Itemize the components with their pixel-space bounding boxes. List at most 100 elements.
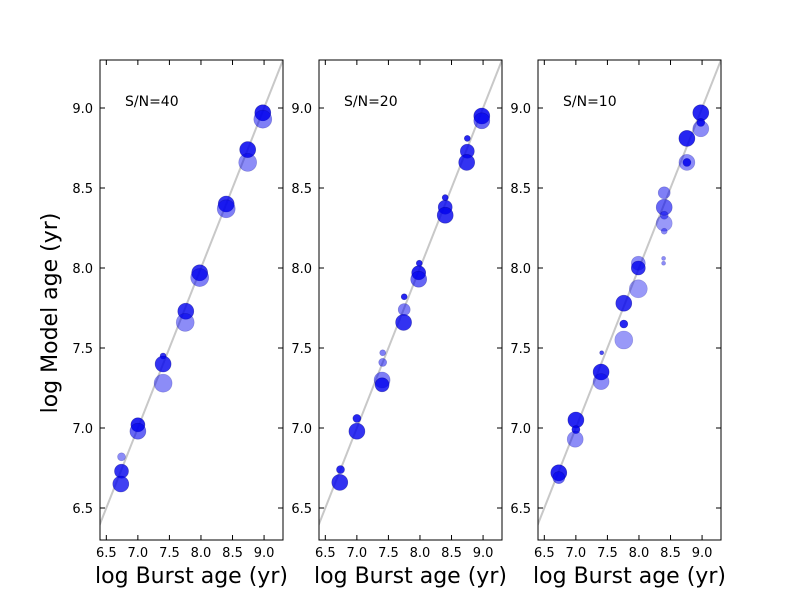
- data-point: [692, 120, 710, 138]
- y-tick-label: 8.5: [72, 182, 93, 197]
- x-tick-label: 6.5: [534, 546, 555, 561]
- data-point: [336, 465, 345, 474]
- x-axis-label: log Burst age (yr): [314, 564, 507, 589]
- data-point: [177, 302, 195, 320]
- y-tick-label: 8.5: [510, 182, 531, 197]
- data-point: [552, 471, 566, 484]
- x-tick-label: 8.5: [441, 546, 462, 561]
- x-tick-label: 6.5: [315, 546, 336, 561]
- data-point: [571, 425, 581, 434]
- panel-1: 6.5 7.0 7.5 8.0 8.5 9.0 6.5 7.0 7.5 8.0 8.5 9.0 S/N=…: [72, 59, 288, 589]
- data-point: [352, 414, 362, 423]
- x-axis-label: log Burst age (yr): [95, 564, 288, 589]
- data-point: [348, 422, 366, 440]
- data-point: [216, 199, 236, 219]
- x-tick-label: 8.5: [660, 546, 681, 561]
- data-point: [614, 330, 634, 350]
- x-tick-label: 7.0: [347, 546, 368, 561]
- data-point: [331, 474, 349, 491]
- data-point: [661, 260, 666, 266]
- data-point: [374, 377, 390, 393]
- data-point: [153, 373, 173, 393]
- data-point: [117, 452, 126, 462]
- panel-2: 6.5 7.0 7.5 8.0 8.5 9.0 6.5 7.0 7.5 8.0 8.5 9.0 S/N=…: [291, 59, 507, 589]
- data-point: [436, 206, 454, 224]
- y-tick-label: 6.5: [291, 502, 312, 517]
- data-point: [660, 227, 668, 235]
- y-axis-label: log Model age (yr): [38, 213, 63, 414]
- y-tick-label: 8.0: [510, 262, 531, 277]
- panels: 6.5 7.0 7.5 8.0 8.5 9.0 6.5 7.0 7.5 8.0 8.5 9.0 S/N=…: [72, 59, 726, 589]
- data-point: [397, 303, 411, 316]
- y-tick-label: 7.0: [510, 422, 531, 437]
- points-group: [550, 104, 710, 484]
- x-tick-label: 9.0: [473, 546, 494, 561]
- y-tick-label: 7.0: [72, 422, 93, 437]
- panel-frame: [537, 59, 722, 541]
- data-point: [678, 154, 696, 171]
- data-point: [379, 349, 387, 357]
- data-point: [415, 259, 423, 267]
- y-tick-label: 9.0: [291, 102, 312, 117]
- panel-frame: [318, 59, 503, 541]
- x-tick-label: 8.0: [629, 546, 650, 561]
- data-point: [659, 210, 669, 220]
- panel-frame: [99, 59, 284, 541]
- data-point: [378, 358, 388, 367]
- x-tick-label: 9.0: [254, 546, 275, 561]
- y-tick-label: 7.5: [510, 342, 531, 357]
- data-point: [473, 112, 491, 130]
- data-point: [657, 186, 671, 200]
- data-point: [175, 313, 195, 332]
- one-to-one-line: [319, 60, 502, 527]
- y-tick-label: 6.5: [72, 502, 93, 517]
- y-tick-label: 9.0: [72, 102, 93, 117]
- x-tick-label: 7.5: [159, 546, 180, 561]
- x-tick-label: 8.0: [191, 546, 212, 561]
- y-tick-label: 7.5: [291, 342, 312, 357]
- data-point: [678, 130, 696, 147]
- data-point: [190, 268, 209, 287]
- x-tick-label: 8.5: [222, 546, 243, 561]
- data-point: [592, 373, 610, 390]
- y-tick-label: 7.5: [72, 342, 93, 357]
- x-tick-label: 7.0: [566, 546, 587, 561]
- x-tick-label: 8.0: [410, 546, 431, 561]
- data-point: [599, 350, 605, 356]
- data-point: [238, 153, 257, 172]
- panel-3: 6.5 7.0 7.5 8.0 8.5 9.0 6.5 7.0 7.5 8.0 8.5 9.0 S/N=…: [510, 59, 726, 589]
- x-tick-label: 7.5: [597, 546, 618, 561]
- data-point: [239, 141, 256, 158]
- data-point: [655, 214, 673, 232]
- y-tick-label: 8.5: [291, 182, 312, 197]
- data-point: [566, 430, 584, 448]
- data-point: [112, 475, 130, 493]
- snr-annotation: S/N=10: [563, 94, 617, 110]
- y-tick-label: 8.0: [291, 262, 312, 277]
- x-tick-label: 7.0: [128, 546, 149, 561]
- x-tick-label: 9.0: [692, 546, 713, 561]
- data-point: [615, 294, 633, 312]
- data-point: [410, 270, 428, 288]
- data-point: [458, 154, 476, 171]
- data-point: [463, 135, 471, 142]
- x-tick-label: 7.5: [378, 546, 399, 561]
- points-group: [112, 104, 273, 493]
- y-tick-label: 7.0: [291, 422, 312, 437]
- data-point: [630, 260, 646, 276]
- data-point: [682, 158, 692, 167]
- data-point: [696, 118, 706, 127]
- data-point: [661, 256, 666, 261]
- y-tick-label: 9.0: [510, 102, 531, 117]
- data-point: [253, 109, 273, 129]
- data-point: [395, 314, 412, 331]
- points-group: [331, 107, 491, 491]
- y-tick-label: 6.5: [510, 502, 531, 517]
- snr-annotation: S/N=20: [344, 94, 398, 110]
- one-to-one-line: [100, 60, 283, 527]
- data-point: [400, 293, 408, 301]
- data-point: [619, 319, 629, 329]
- data-point: [441, 194, 449, 201]
